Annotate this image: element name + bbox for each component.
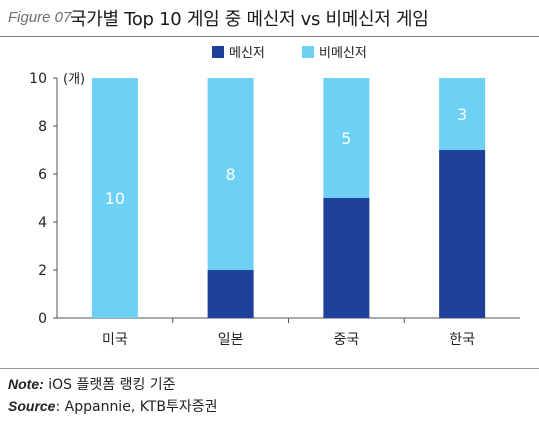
y-tick-label: 0 [38, 311, 47, 327]
y-tick-label: 4 [38, 215, 47, 231]
x-tick-label-4: 한국 [449, 332, 475, 348]
figure-title: 국가별 Top 10 게임 중 메신저 vs 비메신저 게임 [70, 9, 429, 30]
footer-divider [0, 368, 539, 369]
x-tick-label-3: 중국 [333, 332, 359, 348]
stacked-bar-chart: 메신저 비메신저 0 2 4 6 8 10 (개) 10 미국 8 일본 5 중국 3 한국 [29, 46, 520, 348]
legend-label-1: 메신저 [229, 46, 265, 61]
note-text: iOS 플랫폼 랭킹 기준 [43, 377, 176, 393]
bar-messenger-2 [207, 270, 254, 318]
note: Note: iOS 플랫폼 랭킹 기준 [8, 374, 176, 394]
legend-swatch-1 [212, 46, 224, 58]
source-text: : Appannie, KTB투자증권 [55, 399, 218, 415]
bar-non-messenger-3 [323, 78, 370, 198]
note-label: Note: [8, 376, 44, 392]
bar-messenger-3 [323, 198, 370, 318]
header-divider [0, 36, 539, 37]
figure-label: Figure 07 [8, 9, 72, 26]
figure-header: Figure 07 국가별 Top 10 게임 중 메신저 vs 비메신저 게임 [0, 0, 539, 40]
source: Source: Appannie, KTB투자증권 [8, 396, 218, 416]
x-tick-label-1: 미국 [102, 332, 128, 348]
y-tick-label: 2 [38, 263, 47, 279]
data-label-3: 5 [341, 129, 351, 148]
data-label-2: 8 [226, 165, 236, 184]
legend-swatch-2 [302, 46, 314, 58]
source-label: Source [8, 398, 56, 414]
y-unit-label: (개) [63, 72, 85, 87]
y-tick-label: 10 [29, 71, 47, 87]
y-tick-label: 6 [38, 167, 47, 183]
data-label-4: 3 [457, 105, 467, 124]
bar-messenger-4 [439, 150, 486, 318]
data-label-1: 10 [105, 189, 125, 208]
bar-non-messenger-2 [207, 78, 254, 270]
y-tick-label: 8 [38, 119, 47, 135]
legend-label-2: 비메신저 [319, 46, 367, 61]
bar-non-messenger-1 [91, 78, 138, 318]
bar-non-messenger-4 [439, 78, 486, 150]
x-tick-label-2: 일본 [218, 332, 244, 348]
